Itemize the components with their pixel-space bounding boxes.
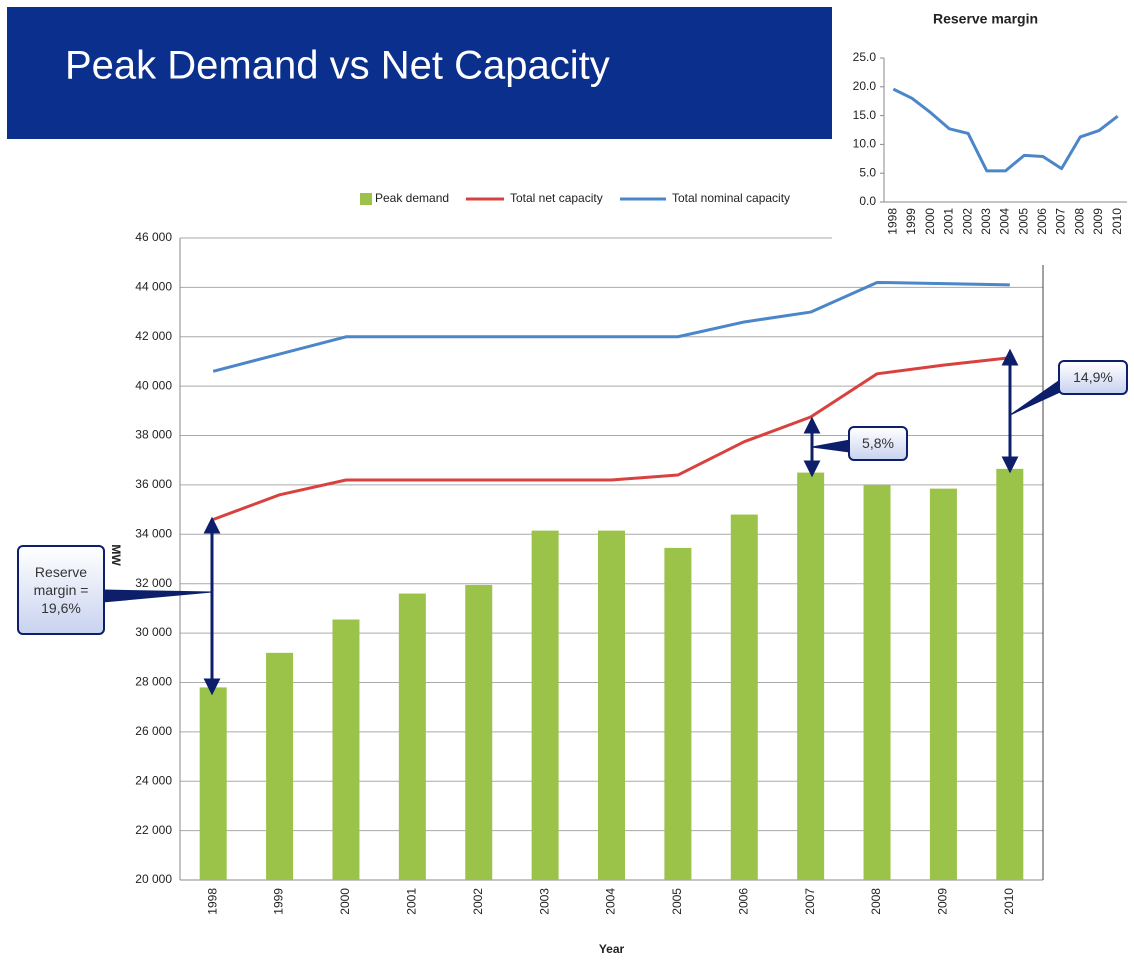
- legend-label: Total nominal capacity: [672, 191, 790, 205]
- inset-background: [832, 0, 1134, 262]
- arrow-head: [803, 416, 821, 434]
- x-tick-label: 2000: [923, 208, 937, 235]
- x-tick-label: 2006: [1035, 208, 1049, 235]
- y-tick-label: 20.0: [853, 79, 877, 93]
- x-tick-label: 2010: [1110, 208, 1124, 235]
- bar: [929, 488, 957, 880]
- y-tick-label: 26 000: [135, 724, 172, 738]
- arrow-head: [1001, 456, 1019, 474]
- line-series: [212, 356, 1010, 521]
- header-band: [7, 7, 833, 139]
- bar: [531, 530, 559, 880]
- main-chart: 20 000 22 000 24 000 26 000 28 000 30 000 32 0…: [109, 191, 1044, 956]
- legend-label: Peak demand: [375, 191, 449, 205]
- x-tick-label: 2001: [942, 208, 956, 235]
- callout-pointer: [102, 589, 213, 603]
- y-tick-label: 15.0: [853, 108, 877, 122]
- x-tick-label: 2007: [1054, 208, 1068, 235]
- callout-pointer: [811, 439, 851, 453]
- x-axis-label: Year: [599, 942, 625, 956]
- callout: Reserve margin = 19,6%: [17, 545, 105, 635]
- x-tick-label: 1998: [205, 888, 219, 915]
- legend-swatch: [360, 193, 372, 205]
- x-tick-label: 2009: [936, 888, 950, 915]
- y-tick-label: 42 000: [135, 329, 172, 343]
- x-tick-label: 2007: [803, 888, 817, 915]
- inset-chart: Reserve margin 0.0 5.0 10.0 15.0 20.0 25.0 1998…: [832, 0, 1134, 262]
- legend-label: Total net capacity: [510, 191, 603, 205]
- y-tick-label: 0.0: [859, 194, 876, 208]
- y-tick-label: 40 000: [135, 378, 172, 392]
- y-tick-label: 22 000: [135, 823, 172, 837]
- y-tick-label: 28 000: [135, 675, 172, 689]
- bar: [266, 652, 294, 880]
- callout-pointer: [1009, 379, 1061, 416]
- callout: 5,8%: [848, 426, 908, 461]
- y-tick-label: 24 000: [135, 773, 172, 787]
- x-tick-label: 2006: [736, 888, 750, 915]
- bar: [199, 687, 227, 880]
- bar: [664, 547, 692, 880]
- y-tick-label: 44 000: [135, 280, 172, 294]
- x-tick-label: 2010: [1002, 888, 1016, 915]
- charts: 20 000 22 000 24 000 26 000 28 000 30 000 32 0…: [109, 0, 1134, 956]
- y-axis-label: MW: [109, 544, 123, 566]
- x-tick-label: 2004: [604, 888, 618, 915]
- x-tick-label: 2000: [338, 888, 352, 915]
- x-tick-label: 2008: [869, 888, 883, 915]
- y-tick-label: 10.0: [853, 137, 877, 151]
- annotation-arrows: [102, 348, 1061, 696]
- y-tick-label: 32 000: [135, 576, 172, 590]
- x-tick-label: 2001: [405, 888, 419, 915]
- x-tick-label: 1999: [272, 888, 286, 915]
- y-tick-label: 46 000: [135, 230, 172, 244]
- x-tick-label: 2009: [1091, 208, 1105, 235]
- line-series: [212, 280, 1010, 373]
- x-tick-label: 1999: [904, 208, 918, 235]
- bar: [598, 530, 625, 880]
- y-tick-label: 5.0: [859, 165, 876, 179]
- y-tick-label: 34 000: [135, 526, 172, 540]
- bar: [730, 514, 758, 880]
- x-tick-label: 1998: [886, 208, 900, 235]
- arrow-head: [203, 678, 221, 696]
- bar: [332, 619, 360, 880]
- x-tick-label: 2005: [670, 888, 684, 915]
- arrow-head: [1001, 348, 1019, 366]
- chart-title: Reserve margin: [933, 11, 1038, 27]
- x-tick-label: 2004: [998, 208, 1012, 235]
- x-tick-label: 2002: [471, 888, 485, 915]
- y-tick-label: 38 000: [135, 428, 172, 442]
- bar: [465, 584, 493, 880]
- slide-title: Peak Demand vs Net Capacity: [65, 44, 610, 88]
- x-tick-label: 2003: [537, 888, 551, 915]
- y-tick-label: 25.0: [853, 50, 877, 64]
- y-tick-label: 36 000: [135, 477, 172, 491]
- y-tick-label: 30 000: [135, 625, 172, 639]
- bar: [797, 472, 825, 880]
- callout: 14,9%: [1058, 360, 1128, 395]
- x-tick-label: 2008: [1072, 208, 1086, 235]
- arrow-head: [203, 516, 221, 534]
- line-series: [892, 87, 1119, 173]
- bar: [398, 593, 426, 880]
- y-tick-label: 20 000: [135, 872, 172, 886]
- x-tick-label: 2005: [1016, 208, 1030, 235]
- arrow-head: [803, 460, 821, 478]
- x-tick-label: 2003: [979, 208, 993, 235]
- bar: [996, 468, 1024, 880]
- bar: [863, 484, 891, 880]
- x-tick-label: 2002: [960, 208, 974, 235]
